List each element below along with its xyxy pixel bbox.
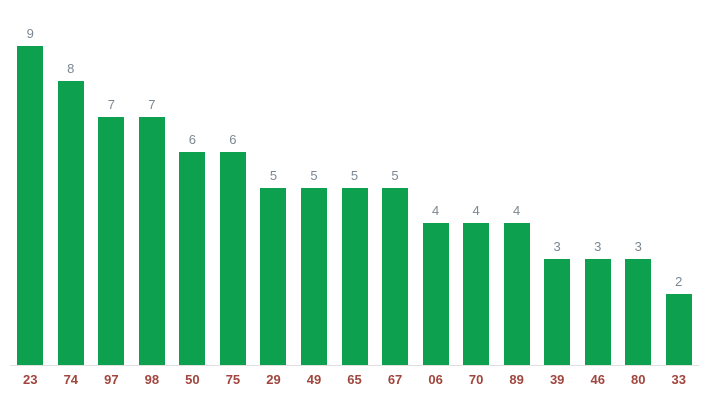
bar-value-label: 9 [26,25,34,41]
bar-value-label: 3 [594,238,602,254]
bar-value-label: 5 [391,167,399,183]
bar[interactable] [625,258,652,365]
category-label: 67 [387,372,403,387]
bar[interactable] [300,187,327,365]
bar-value-label: 2 [675,274,683,289]
category-label: 23 [23,372,38,387]
bar-value-label: 6 [229,132,237,147]
bar[interactable] [57,81,84,365]
bar-column: 4 [415,0,456,365]
bar-column: 5 [294,0,335,365]
bar-value-label: 5 [310,167,318,183]
bar-column: 6 [172,0,213,365]
bar[interactable] [382,187,409,365]
bar-column: 3 [618,0,659,365]
category-label: 50 [185,372,200,387]
bar[interactable] [503,223,530,365]
category-label: 39 [549,372,565,387]
category-label: 65 [347,372,362,387]
bar-value-label: 7 [107,96,115,112]
bar[interactable] [98,116,125,365]
bar[interactable] [544,258,571,365]
bar[interactable] [584,258,611,365]
bar-column: 4 [456,0,497,365]
bar[interactable] [260,187,287,365]
bar[interactable] [665,294,692,365]
bar-column: 2 [659,0,700,365]
bar-value-label: 7 [148,96,156,112]
category-label: 89 [509,372,524,387]
plot-area: 9 8 7 7 6 6 5 5 5 5 4 4 [10,0,699,365]
bar-value-label: 5 [269,167,278,183]
bar[interactable] [341,187,368,365]
bar-column: 9 [10,0,51,365]
bar-column: 4 [496,0,537,365]
bar[interactable] [463,223,490,365]
bar[interactable] [219,152,246,365]
bar-column: 5 [334,0,375,365]
bar-value-label: 4 [472,203,480,218]
category-axis-labels: 23 74 97 98 50 75 29 49 65 67 06 70 89 3… [10,372,699,388]
bar-value-label: 8 [67,61,75,76]
bar-value-label: 6 [188,132,196,147]
bar[interactable] [138,116,165,365]
category-label: 06 [428,372,443,387]
x-axis-baseline [10,365,699,366]
category-label: 75 [225,372,241,387]
bar-value-label: 4 [431,203,440,218]
bar-column: 5 [253,0,294,365]
bar-column: 7 [132,0,173,365]
category-label: 70 [468,372,484,387]
bar-value-label: 3 [553,238,561,254]
bar-value-label: 4 [513,203,521,218]
bar-column: 7 [91,0,132,365]
category-label: 74 [63,372,79,387]
bar[interactable] [422,223,449,365]
bar-column: 5 [375,0,416,365]
category-label: 98 [144,372,160,387]
bar-column: 3 [537,0,578,365]
bar-column: 8 [51,0,92,365]
bar[interactable] [17,45,44,365]
bar[interactable] [179,152,206,365]
category-label: 97 [104,372,119,387]
category-label: 29 [266,372,281,387]
category-label: 46 [590,372,605,387]
category-label: 33 [671,372,686,387]
bar-value-label: 5 [350,167,359,183]
category-label: 49 [306,372,322,387]
bar-value-label: 3 [634,238,642,254]
bar-column: 3 [577,0,618,365]
category-label: 80 [631,372,646,387]
bar-column: 6 [213,0,254,365]
